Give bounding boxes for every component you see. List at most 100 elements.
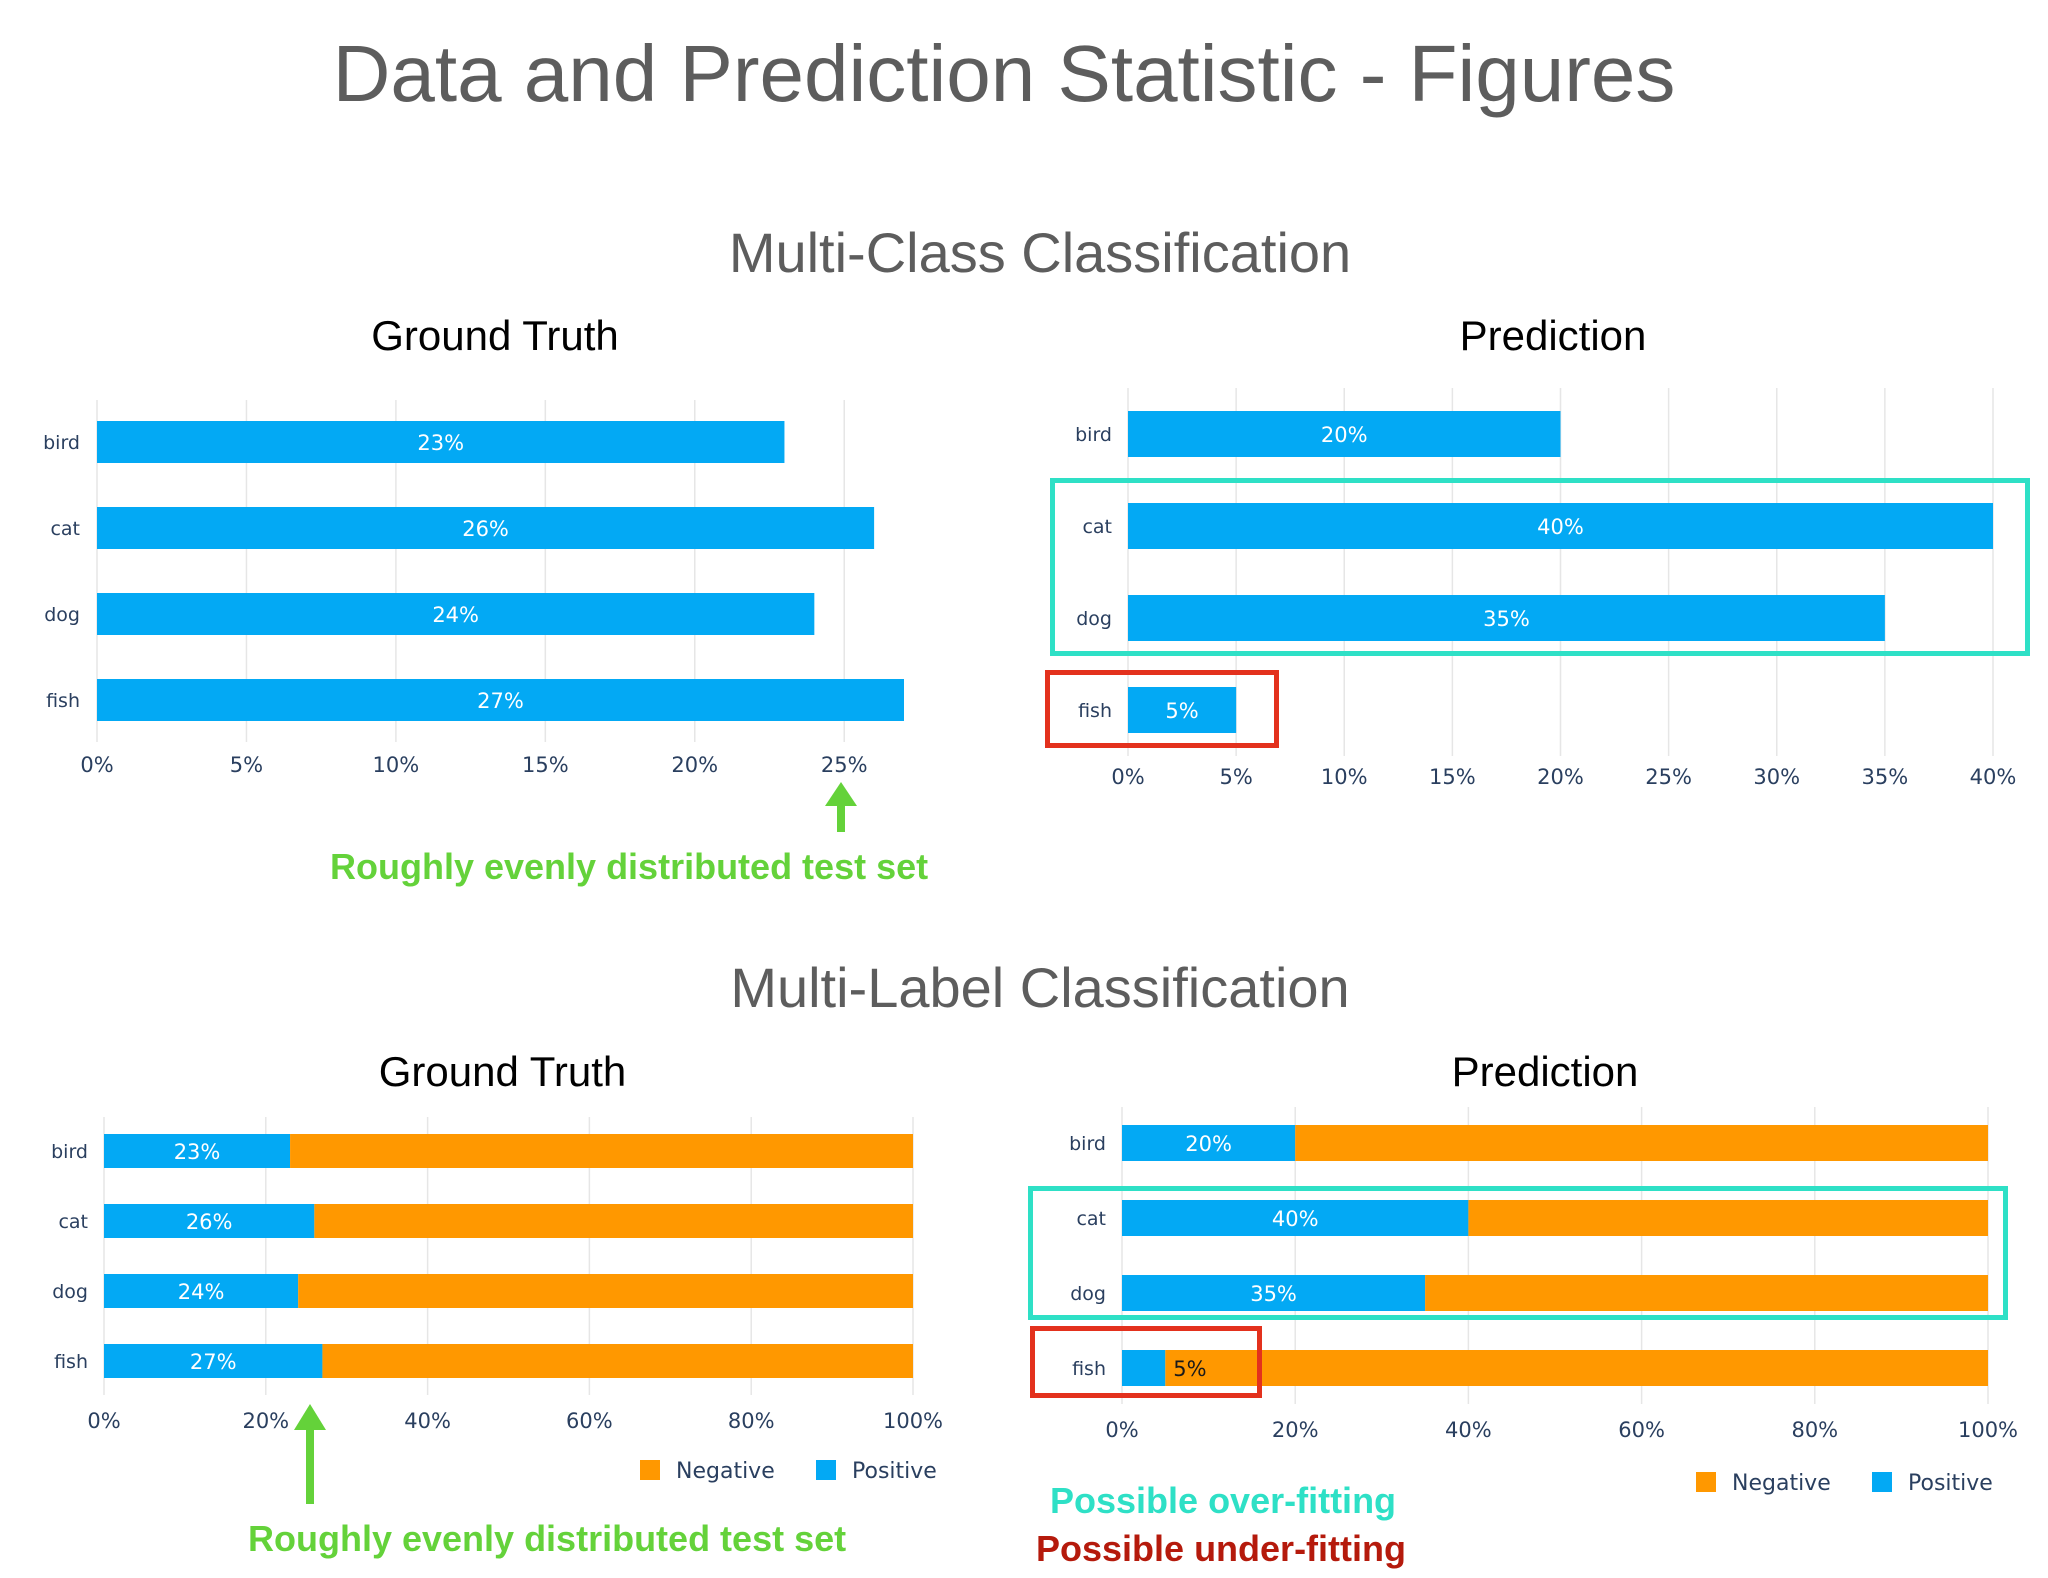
data-label: 26% (462, 517, 509, 541)
x-tick-label: 40% (1445, 1418, 1492, 1442)
legend-swatch-positive (816, 1460, 836, 1480)
y-tick-label: dog (44, 604, 80, 626)
data-label: 5% (1173, 1357, 1206, 1381)
bar-negative (1425, 1275, 1988, 1311)
x-tick-label: 0% (80, 753, 113, 777)
legend-label-positive: Positive (1908, 1471, 1993, 1496)
bar-positive (1122, 1275, 1426, 1311)
y-tick-label: cat (50, 518, 80, 540)
x-tick-label: 80% (728, 1409, 775, 1433)
y-tick-label: cat (1076, 1208, 1106, 1230)
x-tick-label: 0% (87, 1409, 120, 1433)
x-tick-label: 30% (1753, 765, 1800, 789)
bar-positive (104, 1204, 315, 1238)
bar-positive (1128, 411, 1561, 457)
bar-negative (298, 1274, 913, 1308)
y-tick-label: bird (1075, 424, 1112, 446)
overfit-highlight-box-top (1050, 478, 2030, 656)
bar-positive (1122, 1125, 1296, 1161)
y-tick-label: bird (43, 432, 80, 454)
legend-swatch-negative (1696, 1472, 1716, 1492)
x-tick-label: 5% (230, 753, 263, 777)
bar-positive (1122, 1200, 1469, 1236)
annotation-under-fitting: Possible under-fitting (1036, 1528, 1407, 1569)
overfit-highlight-box-bottom (1028, 1186, 2008, 1320)
y-tick-label: cat (1082, 516, 1112, 538)
bar-positive (97, 593, 815, 635)
data-label: 20% (1185, 1132, 1232, 1156)
y-tick-label: dog (1070, 1283, 1106, 1305)
bar-positive (1128, 595, 1885, 641)
x-tick-label: 10% (1321, 765, 1368, 789)
x-tick-label: 100% (1958, 1418, 2018, 1442)
ml-gt-title: Ground Truth (378, 1048, 627, 1095)
legend-label-negative: Negative (1732, 1471, 1831, 1496)
x-tick-label: 40% (1970, 765, 2017, 789)
x-tick-label: 20% (671, 753, 718, 777)
mc-pred-title: Prediction (1459, 312, 1647, 359)
arrow-up-icon (294, 1404, 326, 1504)
arrow-up-icon (825, 782, 857, 832)
bar-positive (97, 421, 785, 463)
x-tick-label: 0% (1111, 765, 1144, 789)
annotation-even-distribution-top: Roughly evenly distributed test set (330, 846, 929, 887)
data-label: 23% (417, 431, 464, 455)
x-tick-label: 25% (821, 753, 868, 777)
data-label: 35% (1250, 1282, 1297, 1306)
x-tick-label: 15% (522, 753, 569, 777)
data-label: 5% (1165, 699, 1198, 723)
bar-positive (97, 679, 904, 721)
data-label: 23% (174, 1140, 221, 1164)
x-tick-label: 20% (1537, 765, 1584, 789)
bar-positive (104, 1274, 299, 1308)
x-tick-label: 10% (373, 753, 420, 777)
bar-positive (104, 1344, 323, 1378)
y-tick-label: cat (58, 1211, 88, 1233)
data-label: 27% (477, 689, 524, 713)
y-tick-label: fish (54, 1351, 88, 1373)
y-tick-label: fish (1072, 1358, 1106, 1380)
x-tick-label: 0% (1105, 1418, 1138, 1442)
y-tick-label: dog (52, 1281, 88, 1303)
bar-negative (314, 1204, 914, 1238)
legend-label-positive: Positive (852, 1459, 937, 1484)
legend-label-negative: Negative (676, 1459, 775, 1484)
bar-negative (1295, 1125, 1988, 1161)
y-tick-label: bird (51, 1141, 88, 1163)
bar-positive (1128, 503, 1993, 549)
y-tick-label: dog (1076, 608, 1112, 630)
x-tick-label: 60% (566, 1409, 613, 1433)
annotation-even-distribution-bottom: Roughly evenly distributed test set (248, 1518, 847, 1559)
section-title-multi-class: Multi-Class Classification (728, 221, 1352, 284)
bar-negative (290, 1134, 913, 1168)
data-label: 27% (190, 1350, 237, 1374)
bar-positive (1128, 687, 1237, 733)
x-tick-label: 60% (1618, 1418, 1665, 1442)
annotation-over-fitting: Possible over-fitting (1050, 1480, 1397, 1521)
legend-swatch-negative (640, 1460, 660, 1480)
data-label: 26% (186, 1210, 233, 1234)
bar-positive (1122, 1350, 1166, 1386)
x-tick-label: 5% (1219, 765, 1252, 789)
underfit-highlight-box-bottom (1030, 1326, 1262, 1398)
x-tick-label: 35% (1862, 765, 1909, 789)
y-tick-label: fish (1078, 700, 1112, 722)
page-title: Data and Prediction Statistic - Figures (332, 29, 1676, 118)
bar-positive (104, 1134, 291, 1168)
y-tick-label: fish (46, 690, 80, 712)
legend-swatch-positive (1872, 1472, 1892, 1492)
bar-positive (97, 507, 875, 549)
x-tick-label: 25% (1645, 765, 1692, 789)
x-tick-label: 40% (404, 1409, 451, 1433)
mc-gt-title: Ground Truth (371, 312, 619, 359)
ml-pred-title: Prediction (1451, 1048, 1639, 1095)
x-tick-label: 100% (883, 1409, 943, 1433)
x-tick-label: 20% (242, 1409, 289, 1433)
data-label: 40% (1537, 515, 1584, 539)
underfit-highlight-box-top (1045, 670, 1279, 748)
data-label: 24% (432, 603, 479, 627)
